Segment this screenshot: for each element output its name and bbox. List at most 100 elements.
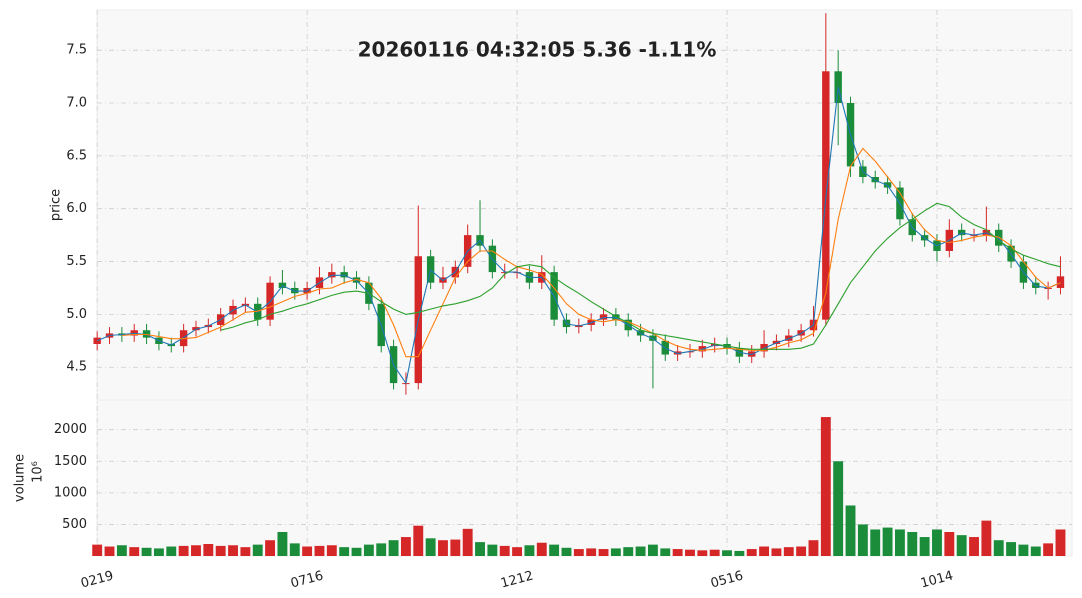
- chart-title: 20260116 04:32:05 5.36 -1.11%: [358, 38, 717, 62]
- volume-bar: [820, 417, 831, 556]
- volume-bar: [969, 537, 979, 556]
- volume-bar: [759, 546, 770, 556]
- volume-bar: [524, 545, 535, 556]
- volume-bar: [400, 537, 411, 556]
- volume-bar: [685, 549, 695, 556]
- volume-bar: [425, 538, 436, 556]
- volume-bar: [141, 547, 152, 556]
- volume-bar: [746, 549, 757, 556]
- volume-bar: [191, 545, 201, 556]
- volume-bar: [178, 545, 189, 556]
- volume-bar: [907, 532, 918, 556]
- volume-bar: [499, 545, 510, 556]
- x-tick-label: 1014: [919, 568, 955, 591]
- volume-tick-label: 2000: [54, 422, 87, 437]
- volume-bar: [573, 549, 584, 556]
- volume-bar: [882, 527, 893, 556]
- volume-unit: 10⁶: [31, 461, 46, 483]
- volume-bar: [833, 461, 844, 556]
- volume-bar: [153, 548, 164, 556]
- volume-bar: [549, 544, 560, 556]
- volume-bar: [561, 547, 572, 556]
- x-tick-label: 1212: [499, 568, 535, 591]
- volume-tick-label: 1000: [54, 485, 87, 500]
- candle-body: [93, 337, 101, 344]
- volume-bar: [771, 548, 782, 556]
- volume-bar: [919, 537, 930, 556]
- y-axis-label: price: [49, 189, 64, 221]
- volume-bar: [1006, 542, 1017, 556]
- volume-panel: [96, 399, 1073, 557]
- volume-bar: [376, 543, 387, 556]
- y-tick-label: 7.5: [66, 43, 87, 58]
- moving-average-line: [96, 87, 1061, 385]
- volume-tick-label: 1500: [54, 454, 87, 469]
- volume-bar: [894, 529, 905, 556]
- y-tick-label: 6.5: [66, 148, 87, 163]
- candle-body: [1056, 276, 1065, 288]
- volume-bar: [857, 524, 868, 556]
- y-tick-label: 4.5: [66, 360, 87, 375]
- volume-bar: [413, 525, 424, 556]
- volume-bar: [475, 542, 485, 556]
- volume-bar: [586, 548, 597, 556]
- volume-bar: [302, 546, 313, 556]
- volume-bar: [129, 547, 140, 556]
- volume-bar: [598, 549, 609, 556]
- volume-bar: [635, 546, 646, 556]
- volume-bar: [536, 542, 547, 556]
- volume-tick-label: 500: [62, 517, 87, 532]
- y-tick-label: 5.0: [66, 307, 87, 322]
- volume-bar: [314, 545, 325, 556]
- volume-bar: [351, 547, 362, 556]
- volume-bar: [1043, 543, 1054, 556]
- price-panel: [96, 9, 1073, 401]
- volume-bar: [722, 550, 732, 556]
- x-tick-label: 0716: [289, 568, 325, 591]
- volume-bar: [610, 548, 621, 556]
- volume-bar: [808, 540, 819, 556]
- volume-bar: [870, 529, 881, 556]
- volume-bar: [672, 549, 683, 556]
- volume-bar: [981, 520, 992, 556]
- volume-bar: [104, 546, 115, 556]
- volume-bar: [289, 543, 300, 556]
- volume-bar: [956, 535, 967, 556]
- moving-average-line: [220, 202, 1061, 350]
- volume-bar: [277, 532, 288, 556]
- volume-bar: [203, 544, 214, 556]
- volume-bar: [487, 544, 498, 556]
- volume-bar: [228, 545, 238, 556]
- moving-average-line: [121, 147, 1061, 358]
- x-tick-label: 0219: [79, 568, 115, 591]
- volume-bar: [166, 546, 177, 556]
- volume-bar: [388, 540, 399, 556]
- volume-bar: [462, 528, 473, 556]
- volume-bar: [265, 540, 276, 556]
- volume-bar: [647, 544, 658, 556]
- volume-bar: [709, 549, 720, 556]
- volume-bar: [734, 550, 745, 556]
- volume-bar: [796, 546, 807, 556]
- volume-bar: [512, 547, 523, 556]
- volume-bar: [660, 548, 671, 556]
- volume-bar: [438, 540, 448, 556]
- candle-body: [142, 330, 151, 338]
- volume-bar: [697, 550, 708, 556]
- volume-bar: [944, 532, 955, 556]
- volume-bar: [845, 505, 856, 556]
- y-tick-label: 5.5: [66, 254, 87, 269]
- x-tick-label: 0516: [709, 568, 745, 591]
- volume-bar: [215, 545, 226, 556]
- y-tick-label: 7.0: [66, 96, 87, 111]
- volume-bar: [326, 545, 337, 556]
- volume-bar: [623, 547, 634, 556]
- volume-bar: [783, 547, 794, 556]
- volume-bar: [450, 539, 461, 556]
- volume-bar: [363, 544, 374, 556]
- volume-bar: [339, 547, 350, 556]
- volume-bar: [1055, 529, 1066, 556]
- volume-bar: [92, 544, 103, 556]
- volume-bar: [1030, 546, 1041, 556]
